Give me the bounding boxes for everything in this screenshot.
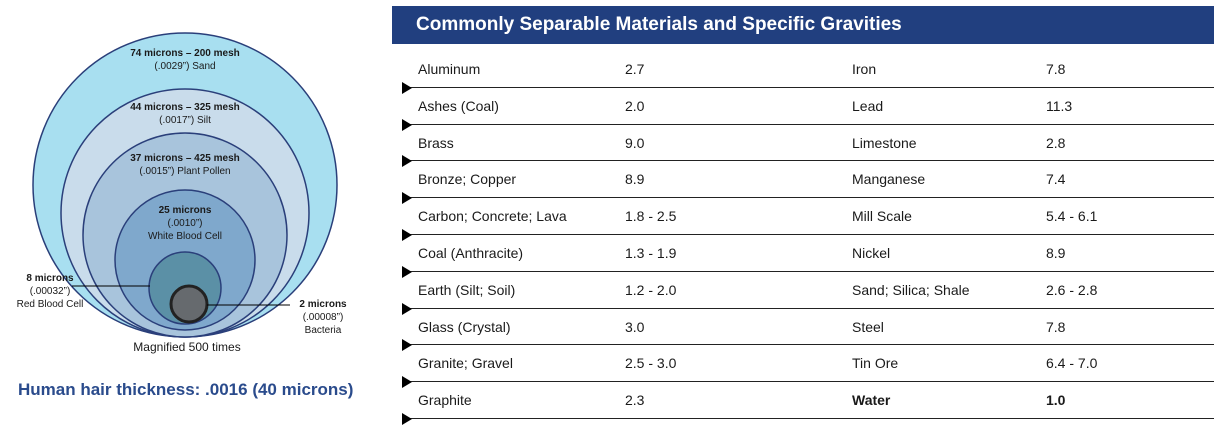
row-arrow-icon <box>402 302 412 315</box>
material-name: Tin Ore <box>852 355 899 372</box>
material-name: Nickel <box>852 244 891 261</box>
specific-gravity-value: 2.6 - 2.8 <box>1046 281 1098 298</box>
material-name: Glass (Crystal) <box>418 318 511 335</box>
specific-gravity-value: 1.3 - 1.9 <box>625 244 677 261</box>
specific-gravity-value: 3.0 <box>625 318 645 335</box>
row-arrow-icon <box>402 228 412 241</box>
particle-circles <box>32 32 338 338</box>
material-name: Brass <box>418 134 454 151</box>
specific-gravity-value: 11.3 <box>1046 97 1073 114</box>
row-arrow-icon <box>402 155 412 168</box>
specific-gravity-value: 1.8 - 2.5 <box>625 208 677 225</box>
specific-gravity-table-panel: Commonly Separable Materials and Specifi… <box>392 6 1222 425</box>
material-name: Graphite <box>418 392 472 409</box>
row-arrow-icon <box>402 192 412 205</box>
table-title-bar: Commonly Separable Materials and Specifi… <box>392 6 1214 44</box>
sand-label: 74 microns – 200 mesh (.0029”) Sand <box>130 48 240 72</box>
specific-gravity-value: 5.4 - 6.1 <box>1046 208 1098 225</box>
table-row: Brass 9.0 Limestone 2.8 <box>402 125 1214 168</box>
row-arrow-icon <box>402 376 412 389</box>
row-arrow-icon <box>402 265 412 278</box>
specific-gravity-value: 7.8 <box>1046 61 1066 77</box>
material-name: Water <box>852 392 891 409</box>
specific-gravity-value: 6.4 - 7.0 <box>1046 355 1098 372</box>
table-row: Carbon; Concrete; Lava 1.8 - 2.5 Mill Scal… <box>402 198 1214 241</box>
table-row: Bronze; Copper 8.9 Manganese 7.4 <box>402 161 1214 205</box>
specific-gravity-value: 2.7 <box>625 61 645 77</box>
table-row: Earth (Silt; Soil) 1.2 - 2.0 Sand; Silica;… <box>402 272 1214 315</box>
material-name: Coal (Anthracite) <box>418 244 524 261</box>
specific-gravity-value: 1.2 - 2.0 <box>625 281 677 298</box>
silt-label: 44 microns – 325 mesh (.0017”) Silt <box>130 102 240 126</box>
specific-gravity-value: 9.0 <box>625 134 645 151</box>
material-name: Carbon; Concrete; Lava <box>418 208 567 225</box>
material-name: Manganese <box>852 171 926 188</box>
row-arrow-icon <box>402 118 412 131</box>
specific-gravity-value: 7.8 <box>1046 318 1066 335</box>
specific-gravity-value: 2.8 <box>1046 134 1066 151</box>
specific-gravity-value: 8.9 <box>625 171 645 188</box>
table-title: Commonly Separable Materials and Specifi… <box>416 14 902 35</box>
specific-gravity-value: 2.3 <box>625 392 645 409</box>
hair-thickness-caption: Human hair thickness: .0016 (40 microns) <box>18 380 354 399</box>
table-row: Graphite 2.3 Water 1.0 <box>402 382 1214 425</box>
pollen-label: 37 microns – 425 mesh (.0015”) Plant Poll… <box>130 153 240 177</box>
bacteria-label: 2 microns (.00008”) Bacteria <box>299 299 347 336</box>
specific-gravity-value: 1.0 <box>1046 392 1066 409</box>
material-name: Sand; Silica; Shale <box>852 281 970 298</box>
material-name: Limestone <box>852 134 917 151</box>
specific-gravity-value: 2.5 - 3.0 <box>625 355 677 372</box>
material-name: Earth (Silt; Soil) <box>418 281 516 298</box>
magnification-caption: Magnified 500 times <box>133 340 241 354</box>
material-name: Granite; Gravel <box>418 355 513 372</box>
red-blood-cell-label: 8 microns (.00032”) Red Blood Cell <box>16 273 84 310</box>
material-name: Aluminum <box>418 61 481 77</box>
material-name: Iron <box>852 61 877 77</box>
material-name: Lead <box>852 97 884 114</box>
specific-gravity-value: 2.0 <box>625 97 645 114</box>
specific-gravity-table: Aluminum 2.7 Iron 7.8 Ashes (Coal) 2.0 Lead 11.… <box>402 51 1214 425</box>
particle-size-diagram: 74 microns – 200 mesh (.0029”) Sand 44 mi… <box>0 0 390 415</box>
table-row: Ashes (Coal) 2.0 Lead 11.3 <box>402 88 1214 131</box>
table-row: Aluminum 2.7 Iron 7.8 <box>402 51 1214 94</box>
table-row: Granite; Gravel 2.5 - 3.0 Tin Ore 6.4 - 7.0 <box>402 345 1214 389</box>
row-arrow-icon <box>402 81 412 94</box>
white-blood-cell-label: 25 microns (.0010”) White Blood Cell <box>148 205 222 242</box>
row-arrow-icon <box>402 339 412 352</box>
material-name: Mill Scale <box>852 208 912 225</box>
circle-bacteria <box>169 284 209 324</box>
material-name: Steel <box>852 318 884 335</box>
table-row: Glass (Crystal) 3.0 Steel 7.8 <box>402 309 1214 352</box>
table-row: Coal (Anthracite) 1.3 - 1.9 Nickel 8.9 <box>402 235 1214 278</box>
specific-gravity-value: 8.9 <box>1046 244 1066 261</box>
material-name: Ashes (Coal) <box>418 97 499 114</box>
specific-gravity-value: 7.4 <box>1046 171 1066 188</box>
material-name: Bronze; Copper <box>418 171 517 188</box>
